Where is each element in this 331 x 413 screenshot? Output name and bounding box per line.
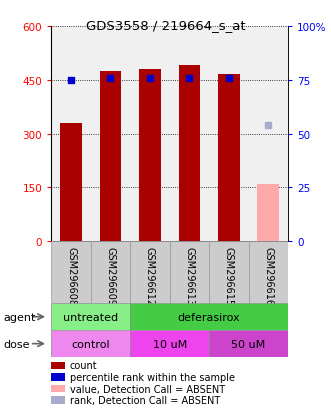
Text: GSM296615: GSM296615 bbox=[224, 247, 234, 306]
Bar bbox=[130, 330, 209, 357]
Bar bbox=[51, 304, 130, 330]
Bar bbox=[209, 330, 288, 357]
Text: dose: dose bbox=[3, 339, 30, 349]
Bar bbox=[258, 184, 279, 242]
Text: GSM296616: GSM296616 bbox=[263, 247, 273, 306]
Text: rank, Detection Call = ABSENT: rank, Detection Call = ABSENT bbox=[70, 395, 220, 405]
Text: 10 uM: 10 uM bbox=[153, 339, 187, 349]
Text: value, Detection Call = ABSENT: value, Detection Call = ABSENT bbox=[70, 384, 225, 394]
Text: count: count bbox=[70, 361, 97, 370]
Bar bbox=[249, 242, 288, 304]
Bar bbox=[60, 123, 82, 242]
Bar bbox=[169, 242, 209, 304]
Text: percentile rank within the sample: percentile rank within the sample bbox=[70, 372, 234, 382]
Bar bbox=[91, 242, 130, 304]
Text: GDS3558 / 219664_s_at: GDS3558 / 219664_s_at bbox=[86, 19, 245, 31]
Text: GSM296613: GSM296613 bbox=[184, 247, 194, 306]
Text: GSM296612: GSM296612 bbox=[145, 247, 155, 306]
Bar bbox=[209, 242, 249, 304]
Text: GSM296608: GSM296608 bbox=[66, 247, 76, 306]
Bar bbox=[178, 66, 200, 242]
Bar bbox=[100, 71, 121, 242]
Bar bbox=[51, 330, 130, 357]
Text: untreated: untreated bbox=[63, 312, 118, 322]
Text: control: control bbox=[71, 339, 110, 349]
Text: agent: agent bbox=[3, 312, 36, 322]
Text: GSM296609: GSM296609 bbox=[106, 247, 116, 306]
Bar bbox=[130, 242, 169, 304]
Bar bbox=[218, 75, 240, 242]
Text: 50 uM: 50 uM bbox=[231, 339, 266, 349]
Text: deferasirox: deferasirox bbox=[178, 312, 240, 322]
Bar bbox=[130, 304, 288, 330]
Bar bbox=[139, 70, 161, 242]
Bar bbox=[51, 242, 91, 304]
